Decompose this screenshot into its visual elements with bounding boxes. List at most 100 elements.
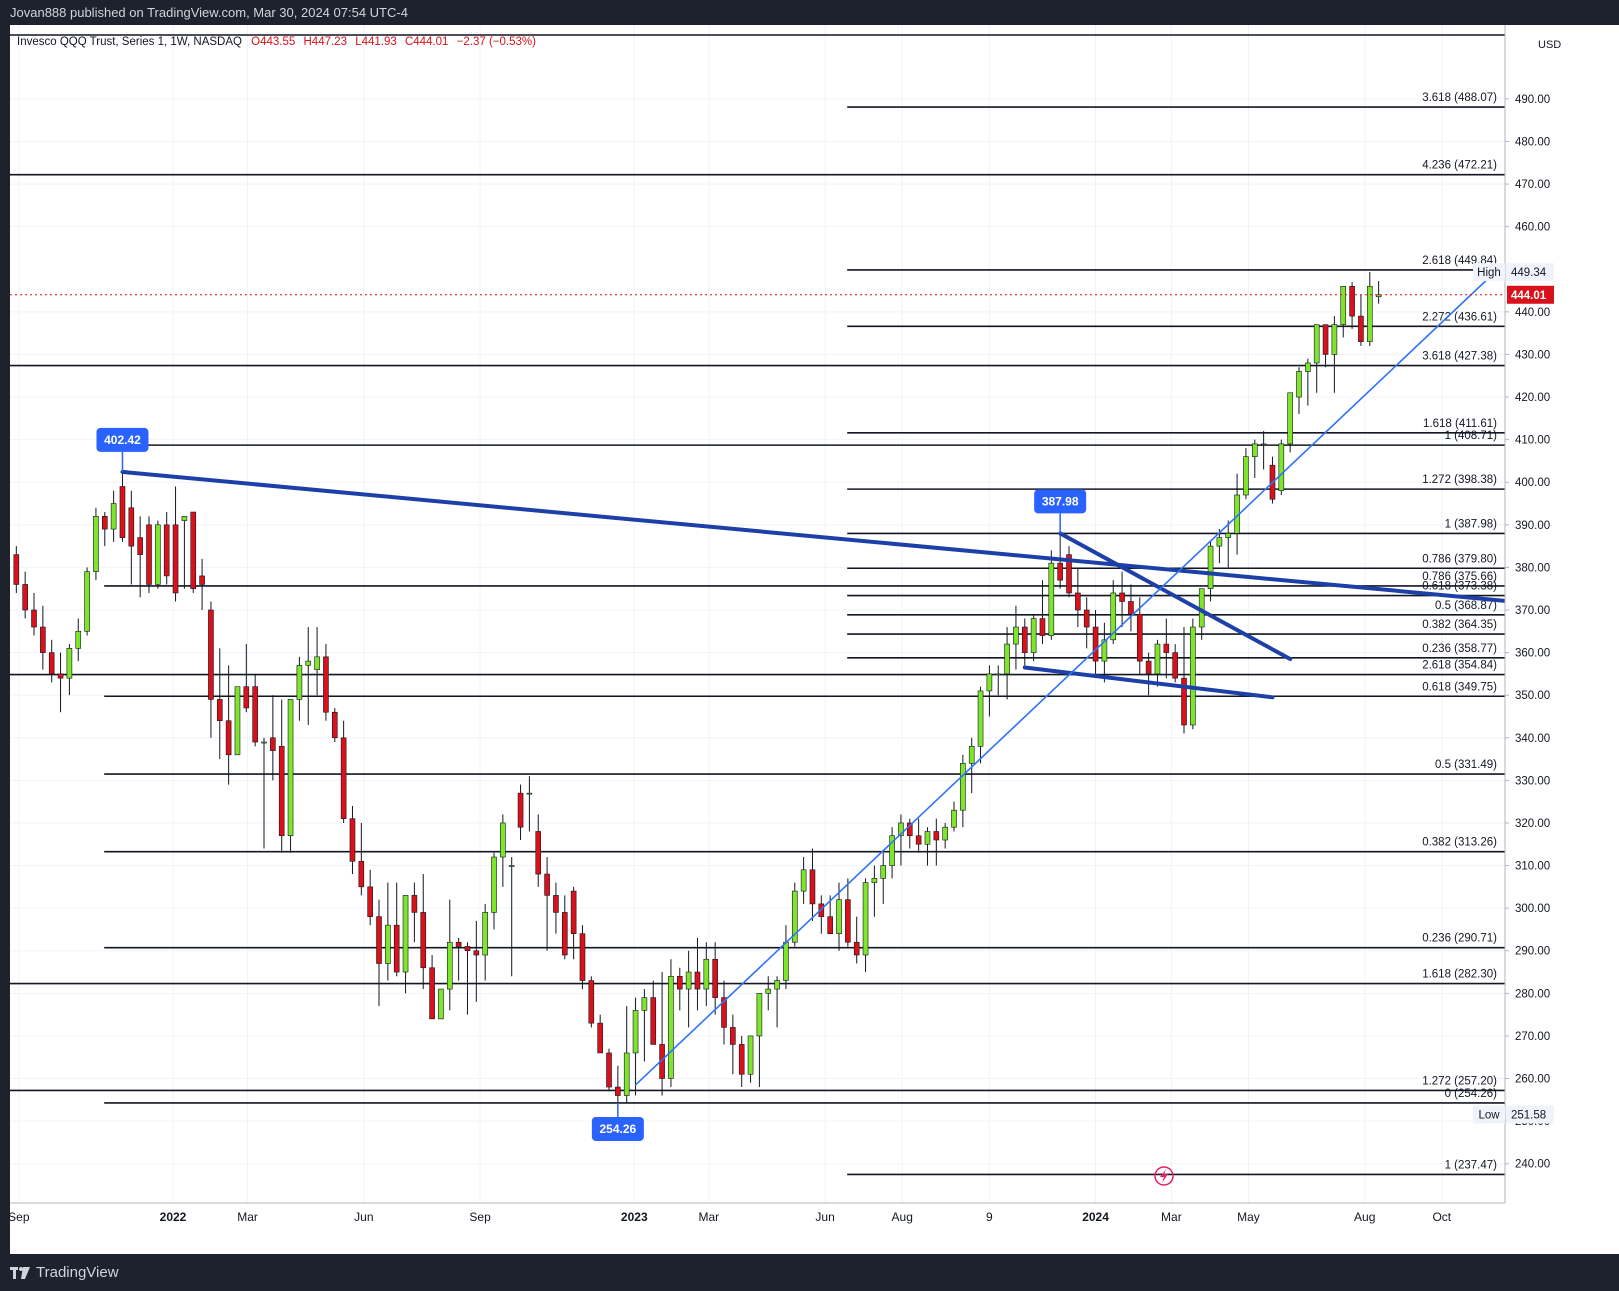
candle[interactable] <box>429 955 435 1020</box>
candle[interactable] <box>438 988 444 1020</box>
candle[interactable] <box>1083 597 1090 649</box>
candle[interactable] <box>252 673 258 747</box>
candle[interactable] <box>40 605 46 670</box>
current-price-tag[interactable]: 444.01 <box>1507 285 1554 304</box>
candle[interactable] <box>190 511 197 593</box>
candle[interactable] <box>526 776 533 832</box>
candle[interactable] <box>22 571 28 619</box>
candle[interactable] <box>915 818 922 853</box>
candle[interactable] <box>464 942 471 1015</box>
candle[interactable] <box>137 516 143 598</box>
candle[interactable] <box>349 805 356 875</box>
candle[interactable] <box>101 512 108 547</box>
trendline-thick[interactable] <box>120 469 1559 608</box>
candle[interactable] <box>765 976 772 1011</box>
candle[interactable] <box>420 874 427 990</box>
candle[interactable] <box>756 993 763 1088</box>
candle[interactable] <box>314 627 320 696</box>
candle[interactable] <box>181 515 188 589</box>
candle[interactable] <box>305 627 312 725</box>
candle[interactable] <box>1287 392 1293 453</box>
candle[interactable] <box>278 699 285 853</box>
candle[interactable] <box>1119 571 1125 628</box>
candle[interactable] <box>93 507 99 581</box>
trendline-thick[interactable] <box>1022 665 1275 700</box>
candle[interactable] <box>968 737 975 794</box>
candle[interactable] <box>75 618 82 662</box>
candle[interactable] <box>1331 316 1338 393</box>
candle[interactable] <box>216 648 223 760</box>
trendline-thin[interactable] <box>634 264 1504 1086</box>
candle[interactable] <box>800 857 807 904</box>
candle[interactable] <box>31 592 37 636</box>
axis-tag[interactable]: Low 251.58 <box>1473 1105 1554 1124</box>
candle[interactable] <box>730 1014 736 1075</box>
candle[interactable] <box>1349 282 1355 329</box>
price-chart[interactable]: 3.618 (488.07)4.236 (472.21)2.618 (449.8… <box>8 25 1619 1254</box>
candle[interactable] <box>1340 285 1347 338</box>
candle[interactable] <box>1181 627 1187 734</box>
candle[interactable] <box>1172 644 1178 683</box>
trendline-thick[interactable] <box>1058 531 1293 661</box>
candle[interactable] <box>898 814 904 866</box>
candle[interactable] <box>553 882 559 934</box>
candle[interactable] <box>1216 529 1223 564</box>
candle[interactable] <box>1048 550 1055 640</box>
candle[interactable] <box>1305 358 1311 406</box>
candle[interactable] <box>163 512 170 585</box>
candle[interactable] <box>234 686 241 756</box>
candle[interactable] <box>296 656 303 721</box>
candle[interactable] <box>1190 618 1196 730</box>
candle[interactable] <box>977 686 984 764</box>
candle[interactable] <box>155 520 161 589</box>
candle[interactable] <box>57 652 64 713</box>
candle[interactable] <box>446 899 453 1011</box>
candle[interactable] <box>1278 439 1285 495</box>
candle[interactable] <box>402 895 409 994</box>
candle[interactable] <box>367 869 373 926</box>
candle[interactable] <box>1021 618 1028 666</box>
price-marker[interactable]: 254.26 <box>591 1102 644 1141</box>
candle[interactable] <box>517 784 524 840</box>
candle[interactable] <box>500 814 506 887</box>
candle[interactable] <box>871 865 878 917</box>
candle[interactable] <box>809 848 816 921</box>
candle[interactable] <box>1136 597 1143 674</box>
candle[interactable] <box>703 942 710 1007</box>
candle[interactable] <box>393 882 400 977</box>
candle[interactable] <box>650 980 657 1045</box>
candle[interactable] <box>615 1065 621 1103</box>
candle[interactable] <box>791 882 798 947</box>
candle[interactable] <box>942 822 948 849</box>
candle[interactable] <box>606 1048 612 1092</box>
candle[interactable] <box>1243 448 1249 500</box>
candle[interactable] <box>1075 567 1081 628</box>
candle[interactable] <box>747 1035 754 1083</box>
tradingview-logo[interactable]: TradingView <box>10 1264 119 1281</box>
candle[interactable] <box>1313 324 1320 393</box>
candle[interactable] <box>508 857 515 977</box>
candle[interactable] <box>597 1014 603 1054</box>
candle[interactable] <box>48 639 55 683</box>
candle[interactable] <box>243 644 250 713</box>
candle[interactable] <box>1358 294 1364 346</box>
candle[interactable] <box>1030 614 1037 662</box>
candle[interactable] <box>588 976 595 1028</box>
candle[interactable] <box>491 852 497 930</box>
candle[interactable] <box>774 976 780 1028</box>
candle[interactable] <box>853 916 860 964</box>
candle[interactable] <box>1066 546 1072 598</box>
candle[interactable] <box>845 878 851 947</box>
candle[interactable] <box>323 644 329 721</box>
axis-tag[interactable]: High 449.34 <box>1473 263 1554 282</box>
candle[interactable] <box>1366 272 1373 346</box>
candle[interactable] <box>579 925 586 990</box>
candle[interactable] <box>482 903 488 981</box>
candle[interactable] <box>199 558 205 610</box>
time-axis[interactable] <box>10 1203 1619 1229</box>
candle[interactable] <box>385 882 391 981</box>
price-marker[interactable]: 402.42 <box>96 427 149 472</box>
candle[interactable] <box>544 857 550 951</box>
candle[interactable] <box>632 997 639 1096</box>
candle[interactable] <box>411 882 418 943</box>
